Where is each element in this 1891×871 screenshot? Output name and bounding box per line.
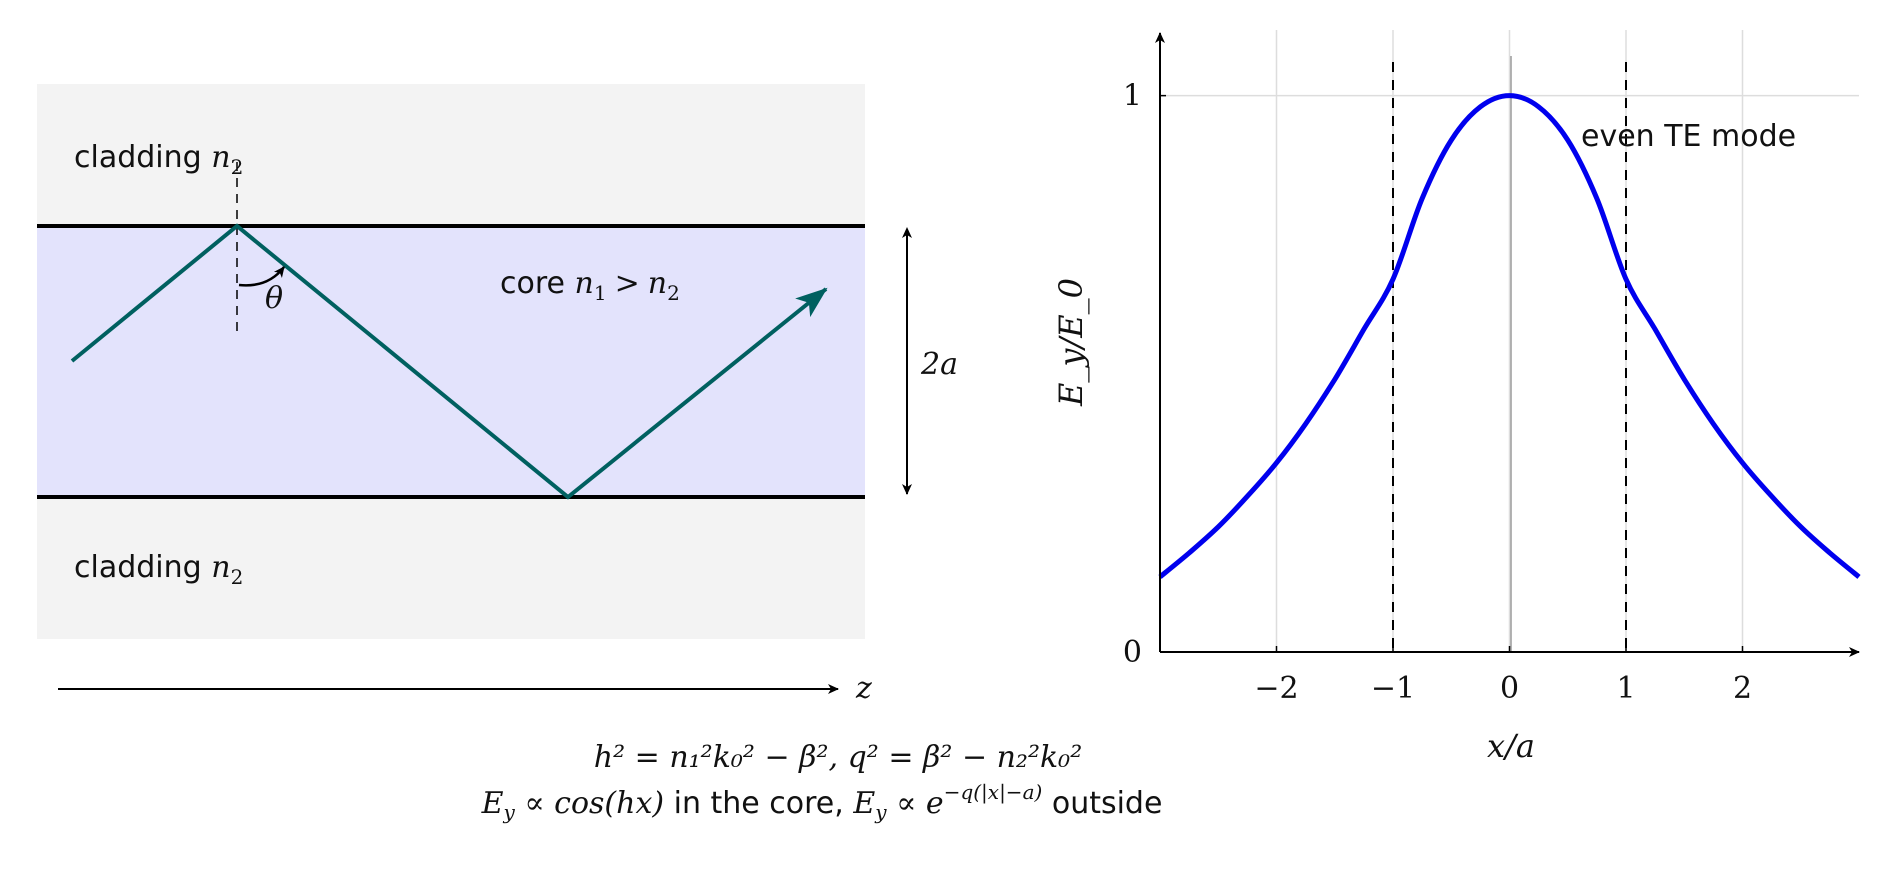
y-tick-label: 1 — [1123, 79, 1142, 114]
cladding-top-region — [37, 84, 865, 226]
axis-ticks: −2 −1 0 1 2 0 1 — [1123, 79, 1752, 706]
x-tick-label: −1 — [1371, 671, 1415, 706]
core-boundary-lines — [1392, 62, 1627, 652]
mode-curve — [1158, 93, 1861, 579]
y-axis-label: E_y/E_0 — [1052, 278, 1090, 407]
cladding-bottom-label: cladding n2 — [74, 550, 243, 589]
equation-line-2: Ey ∝ cos(hx) in the core, Ey ∝ e−q(|x|−a… — [481, 780, 1163, 824]
light-ray — [70, 223, 828, 500]
propagation-axis-label: z — [855, 671, 872, 706]
angle-symbol: θ — [265, 281, 283, 316]
x-tick-label: 0 — [1500, 671, 1519, 706]
cladding-top-label: cladding n2 — [74, 140, 243, 179]
cladding-bottom-region — [37, 497, 865, 639]
mode-annotation: even TE mode — [1581, 119, 1796, 154]
x-axis-label: x/a — [1487, 727, 1535, 765]
x-tick-label: 2 — [1733, 671, 1752, 706]
waveguide-diagram: θ cladding n2 core n1 > n2 cladding n2 2a … — [37, 84, 958, 706]
equation-line-1: h² = n₁²k₀² − β², q² = β² − n₂²k₀² — [594, 740, 1082, 775]
equations: h² = n₁²k₀² − β², q² = β² − n₂²k₀² Ey ∝ … — [481, 740, 1163, 824]
x-tick-label: 1 — [1616, 671, 1635, 706]
x-tick-label: −2 — [1254, 671, 1298, 706]
thickness-label: 2a — [920, 347, 958, 382]
core-region — [37, 226, 865, 497]
y-tick-label: 0 — [1123, 635, 1142, 670]
angle-arc — [238, 266, 285, 287]
field-profile-plot: −2 −1 0 1 2 0 1 x/a E_y/E_0 even TE mode — [1052, 30, 1861, 765]
core-label: core n1 > n2 — [500, 266, 680, 305]
